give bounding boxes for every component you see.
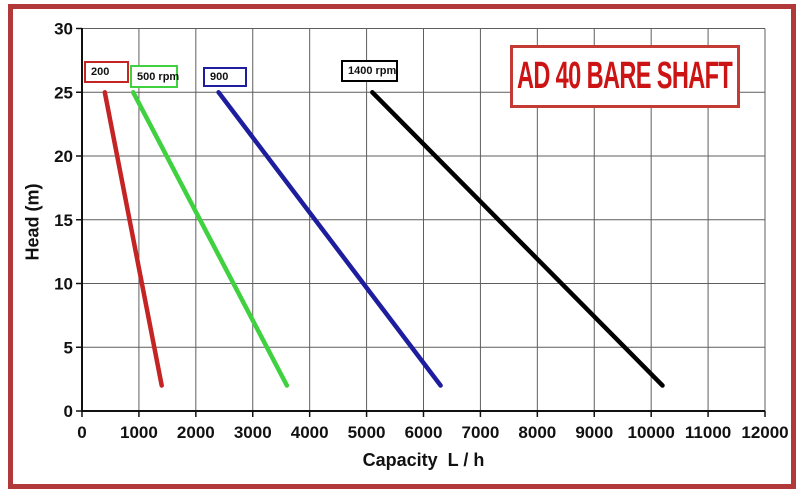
svg-text:10: 10 xyxy=(54,275,73,294)
svg-text:20: 20 xyxy=(54,147,73,166)
svg-text:0: 0 xyxy=(77,423,86,442)
svg-text:15: 15 xyxy=(54,211,73,230)
curve-label-text: 200 xyxy=(91,66,110,78)
svg-text:5000: 5000 xyxy=(348,423,386,442)
svg-text:0: 0 xyxy=(64,402,73,421)
svg-text:12000: 12000 xyxy=(741,423,788,442)
curve-label-900-rpm: 900 xyxy=(203,67,247,87)
svg-text:7000: 7000 xyxy=(462,423,500,442)
svg-text:30: 30 xyxy=(54,20,73,39)
svg-text:6000: 6000 xyxy=(405,423,443,442)
curve-label-text: 500 rpm xyxy=(137,70,180,83)
curve-label-200-rpm: 200 xyxy=(84,61,129,83)
curve-label-1400-rpm: 1400 rpm xyxy=(341,60,398,82)
svg-text:11000: 11000 xyxy=(685,423,731,442)
svg-text:4000: 4000 xyxy=(291,423,329,442)
svg-text:1000: 1000 xyxy=(120,423,158,442)
svg-text:25: 25 xyxy=(54,83,73,102)
chart-title-box: AD 40 BARE SHAFT xyxy=(510,45,740,108)
y-axis-title: Head (m) xyxy=(22,183,43,261)
chart-title: AD 40 BARE SHAFT xyxy=(517,55,733,97)
svg-text:3000: 3000 xyxy=(234,423,272,442)
svg-text:2000: 2000 xyxy=(177,423,215,442)
svg-text:8000: 8000 xyxy=(518,423,556,442)
curve-label-text: 1400 rpm xyxy=(348,65,397,77)
svg-text:5: 5 xyxy=(64,338,73,357)
curve-label-text: 900 xyxy=(210,71,229,83)
svg-text:9000: 9000 xyxy=(575,423,613,442)
x-axis-title: Capacity L / h xyxy=(362,450,485,470)
svg-text:10000: 10000 xyxy=(628,423,675,442)
curve-label-500-rpm: 500 rpm xyxy=(130,65,180,88)
